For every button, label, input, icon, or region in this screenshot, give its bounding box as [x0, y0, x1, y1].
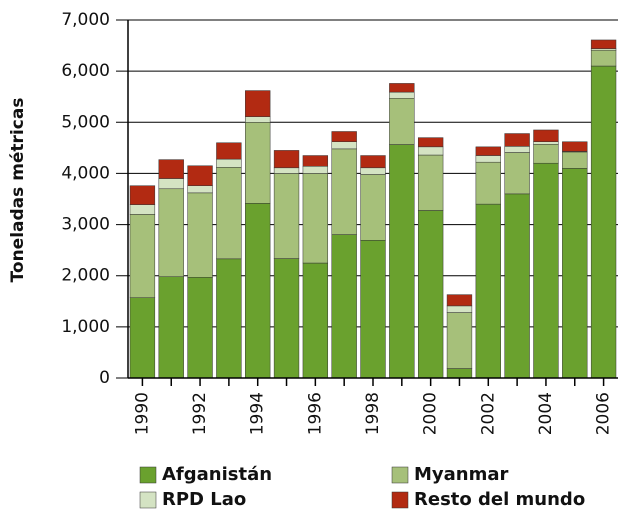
legend-swatch: [139, 466, 157, 484]
bar-segment: [475, 146, 501, 156]
legend-swatch: [391, 491, 409, 509]
bar-segment: [389, 144, 415, 379]
bar-segment: [302, 166, 329, 174]
x-tick-label: 2000: [421, 392, 441, 435]
x-tick-label: 2002: [478, 392, 498, 435]
bar-segment: [245, 90, 271, 117]
bar-segment: [129, 185, 156, 205]
bar-segment: [331, 234, 357, 379]
bar-segment: [187, 165, 213, 186]
legend-label: RPD Lao: [162, 489, 246, 510]
bar-segment: [533, 144, 559, 164]
bar-segment: [475, 203, 501, 379]
x-tick-label: 1998: [363, 392, 383, 435]
bar-segment: [216, 158, 242, 168]
bar-segment: [331, 131, 357, 142]
bar-segment: [504, 193, 530, 379]
bar-segment: [273, 258, 300, 379]
bar-segment: [331, 148, 357, 235]
bar-segment: [245, 116, 271, 123]
legend-swatch: [139, 491, 157, 509]
bar-segment: [245, 122, 271, 204]
bar-segment: [533, 129, 559, 142]
bar-segment: [129, 204, 156, 215]
y-tick-label: 7,000: [61, 10, 110, 30]
bar-segment: [533, 141, 559, 145]
x-tick-label: 1990: [132, 392, 152, 435]
bar-segment: [302, 262, 329, 379]
bar-segment: [417, 154, 444, 211]
y-tick-label: 3,000: [61, 215, 110, 235]
bar-segment: [187, 276, 213, 379]
bar-segment: [273, 173, 300, 259]
bar-segment: [475, 161, 501, 205]
bar-segment: [504, 146, 530, 153]
bar-segment: [446, 312, 473, 369]
bar-segment: [446, 368, 473, 379]
bar-segment: [129, 214, 156, 298]
x-tick-label: 1996: [305, 392, 325, 435]
bar-segment: [475, 155, 501, 163]
legend-label: Resto del mundo: [414, 489, 585, 510]
bar-segment: [590, 65, 617, 379]
bar-segment: [158, 276, 184, 379]
bar-segment: [273, 150, 300, 169]
bar-segment: [331, 141, 357, 150]
bar-segment: [562, 168, 588, 379]
y-tick-label: 5,000: [61, 112, 110, 132]
bar-segment: [129, 297, 156, 379]
legend-swatch: [391, 466, 409, 484]
y-axis-title: Toneladas métricas: [8, 98, 28, 283]
bar-segment: [245, 203, 271, 379]
bar-segment: [590, 49, 617, 67]
bar-segment: [590, 39, 617, 49]
bar-segment: [446, 305, 473, 313]
legend-label: Myanmar: [414, 464, 509, 485]
bar-segment: [562, 141, 588, 152]
x-tick-label: 2004: [536, 392, 556, 435]
bar-segment: [389, 83, 415, 93]
bar-segment: [302, 155, 329, 167]
y-tick-label: 2,000: [61, 266, 110, 286]
x-tick-label: 1994: [248, 392, 268, 435]
x-tick-label: 2006: [594, 392, 614, 435]
bar-segment: [273, 167, 300, 174]
bar-segment: [360, 174, 386, 241]
bar-segment: [360, 240, 386, 379]
y-tick-label: 4,000: [61, 163, 110, 183]
bar-segment: [187, 192, 213, 278]
bar-segment: [446, 294, 473, 307]
x-tick-label: 1992: [190, 392, 210, 435]
bar-segment: [360, 167, 386, 175]
bar-segment: [417, 146, 444, 156]
bar-segment: [216, 167, 242, 260]
bar-segment: [158, 178, 184, 190]
bar-segment: [504, 133, 530, 147]
legend-label: Afganistán: [162, 464, 272, 485]
bar-segment: [158, 159, 184, 179]
bar-segment: [533, 162, 559, 379]
y-tick-label: 6,000: [61, 61, 110, 81]
bar-segment: [562, 151, 588, 169]
bar-segment: [216, 258, 242, 379]
bar-segment: [417, 210, 444, 379]
bar-segment: [504, 152, 530, 195]
bar-segment: [302, 173, 329, 264]
y-tick-label: 1,000: [61, 317, 110, 337]
bar-segment: [417, 137, 444, 148]
bar-segment: [389, 97, 415, 145]
bar-segment: [187, 185, 213, 194]
bar-segment: [216, 142, 242, 160]
bar-segment: [360, 155, 386, 169]
y-tick-label: 0: [99, 368, 110, 388]
bar-segment: [389, 91, 415, 99]
bar-segment: [158, 188, 184, 277]
